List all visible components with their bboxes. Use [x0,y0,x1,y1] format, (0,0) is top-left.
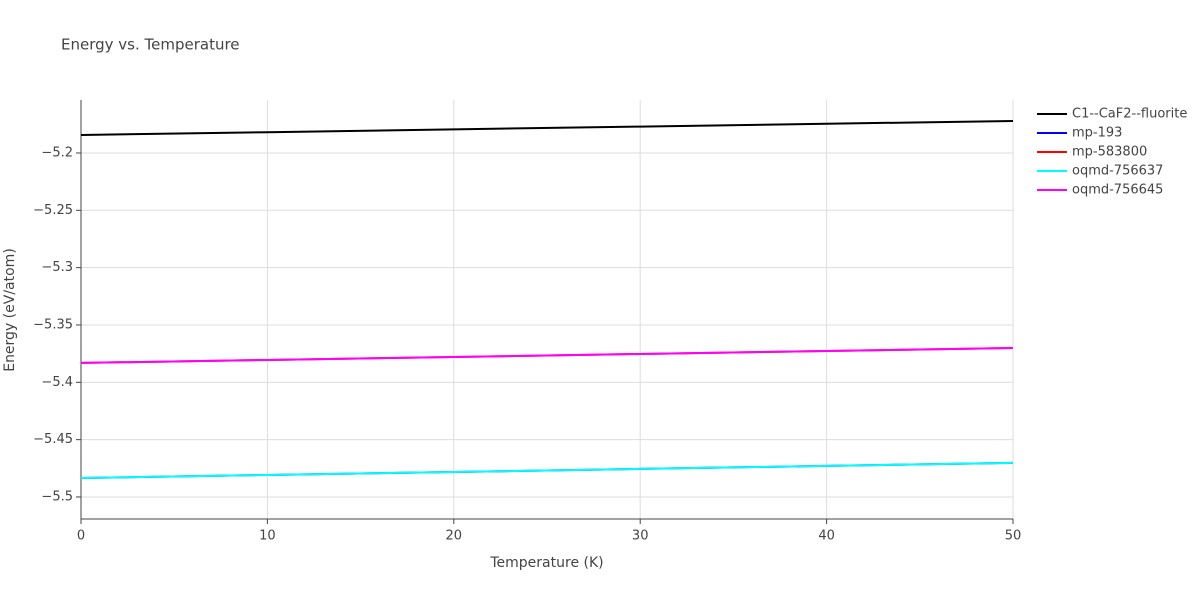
y-tick-label: −5.5 [41,489,73,504]
y-axis-title: Energy (eV/atom) [2,248,18,372]
x-tick-label: 50 [1005,529,1022,544]
legend-label: oqmd-756637 [1072,164,1163,179]
y-tick-label: −5.3 [41,260,73,275]
legend-label: oqmd-756645 [1072,183,1163,198]
y-tick-label: −5.35 [33,317,73,332]
y-tick-label: −5.2 [41,145,73,160]
x-tick-label: 0 [77,529,85,544]
chart-title: Energy vs. Temperature [61,36,240,54]
legend-label: mp-583800 [1072,145,1147,160]
y-tick-label: −5.25 [33,203,73,218]
x-tick-label: 20 [446,529,463,544]
x-tick-label: 10 [259,529,276,544]
series-line [80,461,1014,479]
x-tick-label: 30 [632,529,649,544]
y-tick-label: −5.4 [41,375,73,390]
legend-label: C1--CaF2--fluorite [1072,107,1187,122]
series-line [80,347,1014,364]
series-line [80,119,1014,136]
x-axis-title: Temperature (K) [489,555,603,571]
y-tick-label: −5.45 [33,432,73,447]
x-tick-label: 40 [818,529,835,544]
legend-label: mp-193 [1072,126,1122,141]
